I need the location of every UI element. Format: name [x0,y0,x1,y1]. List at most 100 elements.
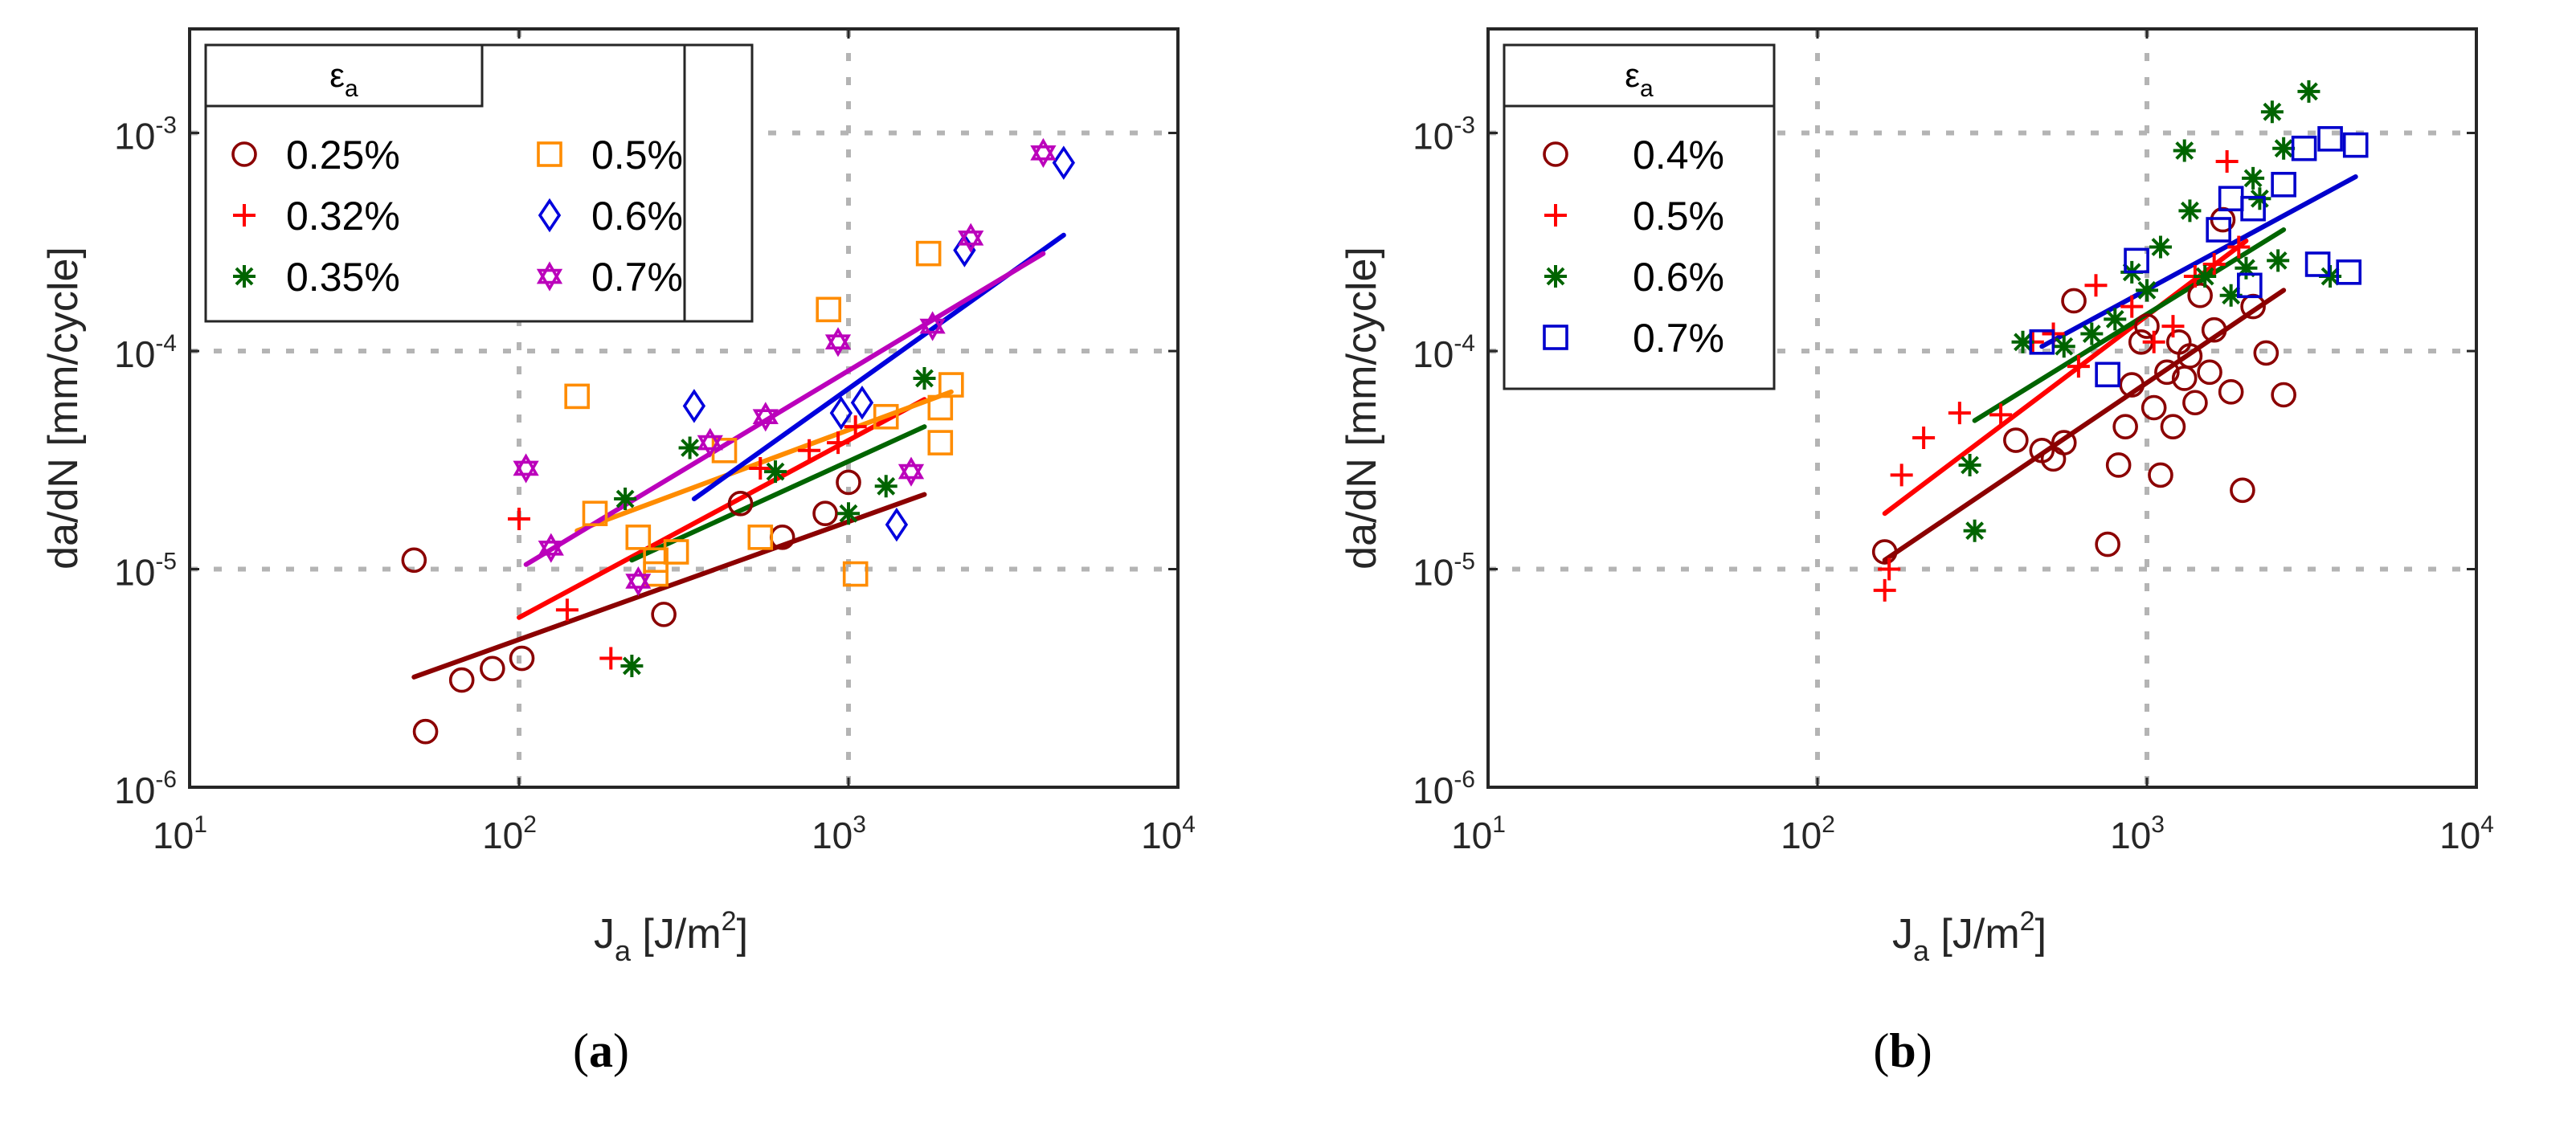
legend-item: 0.7% [536,255,683,300]
x-axis-label: Ja [J/m2] [1892,906,2046,967]
data-point [509,645,535,672]
star-triangle [919,318,946,341]
legend-label: 0.4% [1633,133,1724,178]
legend-label: 0.7% [1633,316,1724,361]
star-triangle [824,327,852,350]
data-point [2052,335,2075,358]
panel-a: 101 102 103 104 10-6 10-5 10-4 10-3 Ja [J/m2] da/… [40,27,1196,1077]
data-point [2119,372,2145,398]
data-point [625,525,652,550]
legend-item: 0.25% [231,133,400,178]
star-triangle [538,540,564,563]
data-point [2067,355,2090,378]
legend-label: 0.6% [591,194,683,239]
star-triangle [536,268,563,292]
data-point [2134,313,2160,339]
data-point [697,427,723,458]
fit-lines [1882,174,2358,563]
data-point [2227,235,2251,259]
y-tick-label: 10-5 [1413,549,1475,594]
data-point [2215,150,2239,174]
legend: εa 0.4% 0.5% 0.6% 0.7% [1503,43,1776,390]
gridlines [1488,29,2476,787]
data-point [2148,462,2173,488]
data-point [2272,137,2296,160]
axes-frame [188,27,1180,789]
data-point [1052,145,1075,180]
data-point [2051,430,2077,455]
panel-caption: (b) [1873,1024,1932,1077]
data-point [898,456,925,487]
y-tick-label: 10-6 [1413,766,1475,811]
data-point [401,547,427,574]
series-0.5% [564,240,964,587]
x-tick-label: 103 [2110,811,2165,856]
data-point [1878,557,1901,581]
data-point [747,525,774,550]
data-point [2142,330,2165,353]
data-point [1544,265,1567,288]
legend-item: 0.6% [538,194,683,239]
data-point [1030,137,1057,169]
legend-label: 0.25% [286,133,400,178]
star-triangle [958,230,984,253]
data-point [2177,343,2203,369]
data-point [678,436,701,459]
star-triangle [919,311,946,334]
series-0.7% [513,137,1057,597]
data-point [812,500,838,527]
data-point [2253,340,2280,366]
x-tick-label: 101 [153,811,207,856]
legend-label: 0.5% [1633,194,1724,239]
data-point [1543,325,1568,350]
data-point [764,460,787,484]
data-point [2160,414,2186,439]
data-point [2194,265,2217,288]
y-axis-label: da/dN [mm/cycle] [1339,247,1385,570]
data-point [2235,256,2258,280]
data-point [919,311,946,341]
data-point [2112,414,2138,439]
data-point [2003,427,2029,453]
legend: εa 0.25% 0.32% 0.35% 0.5% 0.6% 0.7% [204,43,754,323]
tick-marks [1486,29,2478,789]
fit-line [629,424,927,563]
y-tick-label: 10-3 [114,112,177,157]
data-point [913,366,936,390]
data-point [837,502,860,525]
data-point [614,488,637,511]
legend-title: εa [329,56,358,102]
data-point [2161,315,2185,338]
fit-line [1972,227,2287,423]
data-point [412,718,439,745]
data-point [2095,531,2120,557]
data-point [2154,359,2180,386]
data-point [1890,463,1913,487]
data-point [537,141,562,167]
data-point [1989,403,2013,427]
series-0.7% [2029,126,2369,388]
data-point [508,507,530,530]
data-point [582,500,608,527]
data-point [599,647,623,670]
star-triangle [1030,137,1057,161]
data-point [536,261,563,292]
data-point [2260,100,2284,124]
figure-root: 101 102 103 104 10-6 10-5 10-4 10-3 Ja [J/m2] da/… [40,27,2494,1077]
data-point [2304,251,2331,277]
star-triangle [958,223,984,246]
star-triangle [898,456,925,480]
data-point [2141,394,2167,421]
data-point [2061,288,2087,314]
data-point [938,372,964,398]
fit-line [2039,174,2358,349]
star-triangle [752,409,779,432]
fit-line [574,389,954,533]
legend-label: 0.32% [286,194,400,239]
star-triangle [752,402,779,425]
data-point [836,469,861,496]
legend-item: 0.6% [1544,255,1724,300]
data-point [1948,402,1971,425]
x-tick-label: 102 [482,811,537,856]
legend-title: εa [1625,56,1654,102]
